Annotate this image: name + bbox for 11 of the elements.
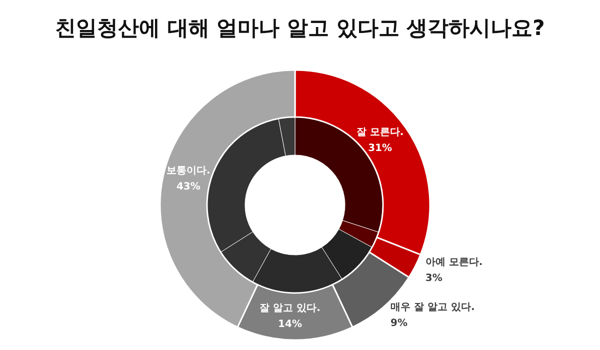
slice-label: 아예 모른다. [425, 257, 483, 268]
slice-label: 잘 알고 있다. [260, 303, 320, 314]
slice-label: 잘 모른다. [356, 126, 404, 138]
data-label: 43% [176, 181, 200, 192]
chart-title: 친일청산에 대해 얼마나 알고 있다고 생각하시나요? [54, 15, 546, 42]
slice-label: 매우 잘 알고 있다. [390, 302, 475, 314]
data-label: 14% [278, 319, 302, 330]
data-label: 3% [425, 273, 442, 284]
data-label: 9% [390, 318, 408, 330]
slice-label: 보통이다. [166, 165, 210, 176]
data-label: 31% [368, 142, 392, 154]
